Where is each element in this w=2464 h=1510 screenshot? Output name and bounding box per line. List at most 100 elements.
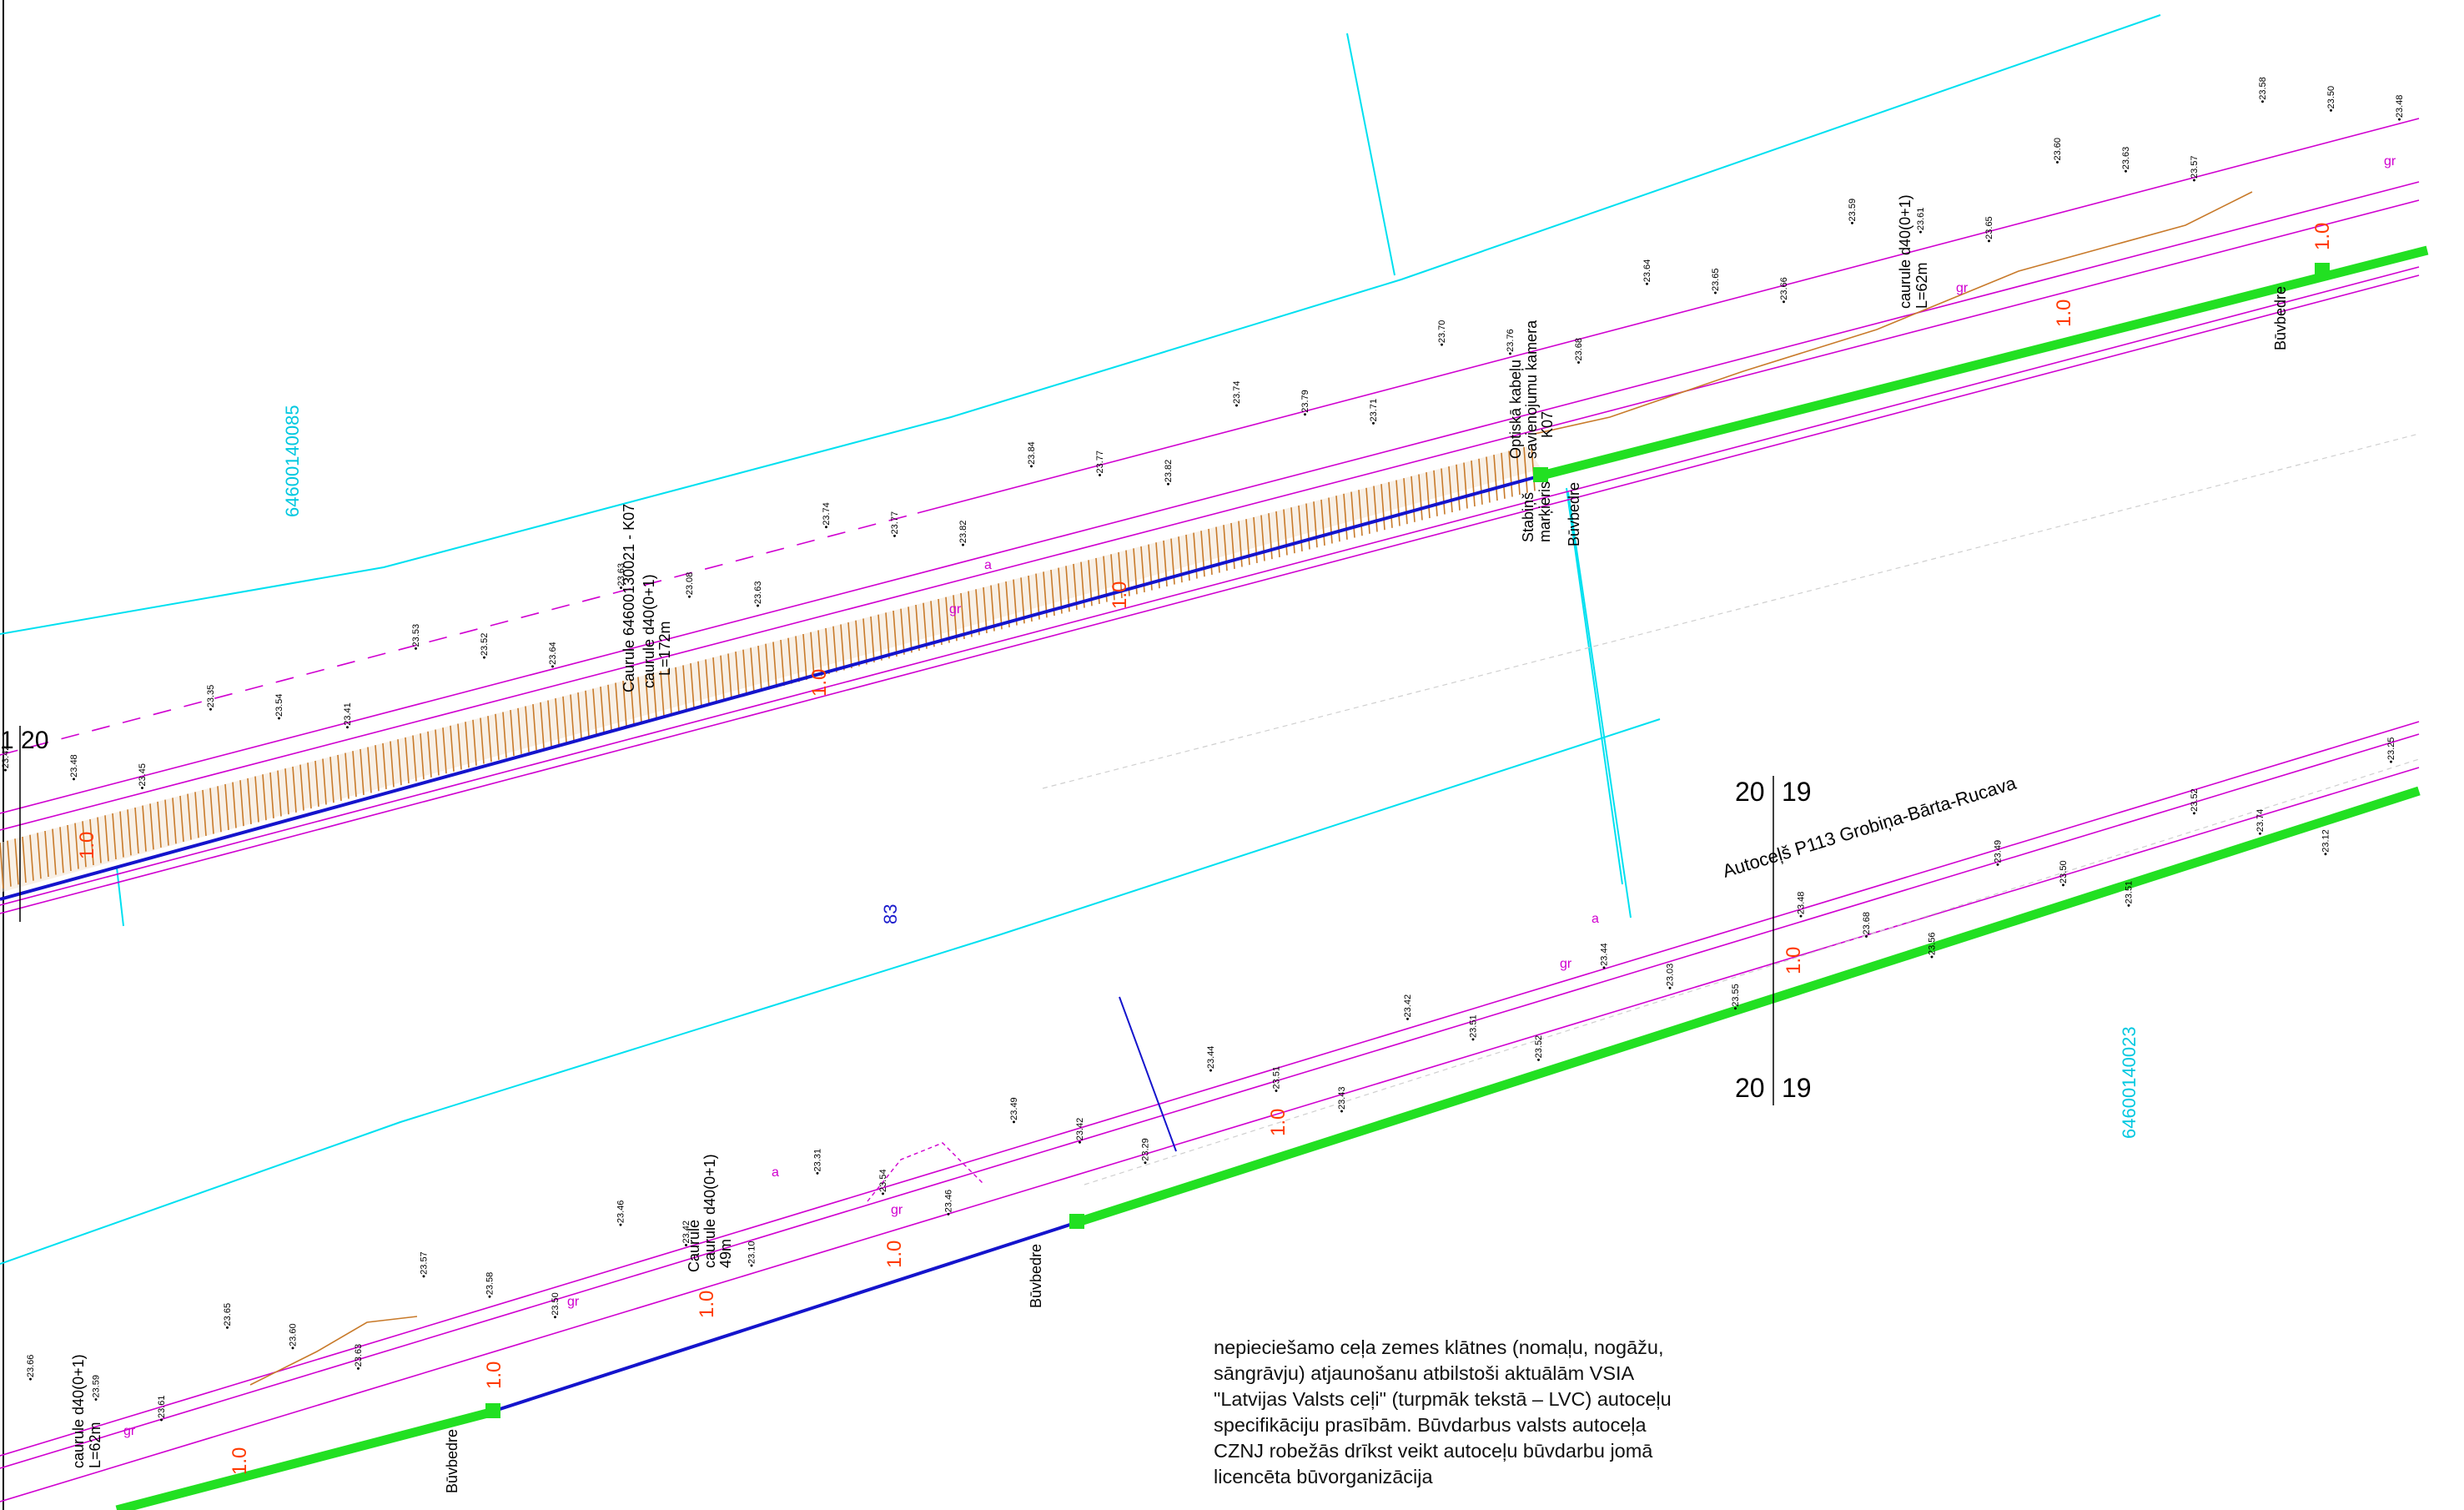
elevation-label: •23.63 bbox=[753, 581, 763, 607]
lower-cable-green-2 bbox=[1076, 786, 2421, 1227]
elevation-label: •23.68 bbox=[1862, 912, 1872, 938]
elevation-label: •23.58 bbox=[485, 1272, 495, 1298]
elevation-label: •23.74 bbox=[822, 502, 832, 528]
elevation-label: •23.68 bbox=[1574, 338, 1584, 364]
elevation-label: •23.61 bbox=[1916, 208, 1926, 234]
elevation-label: •23.29 bbox=[1140, 1138, 1150, 1164]
elevation-label: •23.52 bbox=[1534, 1035, 1544, 1061]
lower-ditch-line-2 bbox=[249, 1316, 418, 1386]
label-optical-1: Optiskā kabeļu bbox=[1507, 360, 1524, 459]
elevation-label: •23.49 bbox=[1993, 840, 2003, 866]
elevation-label: •23.52 bbox=[480, 633, 490, 659]
elevation-label: •23.48 bbox=[1797, 892, 1807, 918]
label-marker-2: marķieris bbox=[1536, 481, 1553, 542]
label-pit-upper-1: Būvbedre bbox=[1566, 482, 1582, 546]
elevation-label: •23.64 bbox=[548, 642, 558, 667]
svg-text:1.0: 1.0 bbox=[1109, 581, 1131, 609]
cadastral-boundaries bbox=[0, 14, 2161, 1265]
elevation-label: •23.42 bbox=[681, 1221, 691, 1246]
parcel-number: 83 bbox=[880, 904, 901, 924]
note-text: nepieciešamo ceļa zemes klātnes (nomaļu,… bbox=[1214, 1335, 1747, 1490]
elevation-label: •23.52 bbox=[2190, 788, 2200, 814]
elevation-label: •23.74 bbox=[1232, 381, 1242, 407]
elevation-label: •23.65 bbox=[1711, 269, 1721, 294]
elevation-label: •23.10 bbox=[747, 1241, 757, 1267]
km-marker-edge: 1 20 bbox=[0, 727, 48, 754]
elevation-label: •23.63 bbox=[2121, 147, 2131, 173]
label-marker-1: Stabiņš bbox=[1520, 492, 1536, 542]
lower-pit-marker-2 bbox=[1069, 1214, 1084, 1229]
elevation-label: •23.46 bbox=[616, 1200, 626, 1226]
elevation-label: •23.70 bbox=[1437, 320, 1447, 346]
label-caurule-lower: Caurule bbox=[686, 1220, 702, 1272]
elevation-label: •23.25 bbox=[2386, 737, 2396, 763]
elevation-label: •23.63 bbox=[616, 563, 626, 589]
elevation-label: •23.57 bbox=[420, 1251, 430, 1277]
elevation-label: •23.54 bbox=[878, 1169, 888, 1195]
elevation-label: •23.59 bbox=[92, 1375, 102, 1401]
elevation-label: •23.84 bbox=[1027, 441, 1037, 467]
label-pipe-lower-left: caurule d40(0+1) bbox=[70, 1354, 87, 1468]
km-marker-right-bottom: 19 bbox=[1782, 1073, 1812, 1103]
svg-text:gr: gr bbox=[1956, 281, 1969, 295]
km-marker-left-bottom: 20 bbox=[1735, 1073, 1765, 1103]
svg-text:gr: gr bbox=[123, 1424, 136, 1438]
elevation-label: •23.35 bbox=[206, 685, 216, 711]
elevation-label: •23.50 bbox=[2326, 86, 2336, 112]
note-line: licencēta būvorganizācija bbox=[1214, 1466, 1433, 1487]
elevation-label: •23.44 bbox=[1206, 1046, 1216, 1072]
elevation-points-upper: •23.42 •23.48 •23.45 •23.35 •23.54 •23.41 •23.… bbox=[1, 77, 2405, 789]
svg-text:1.0: 1.0 bbox=[2053, 299, 2075, 327]
elevation-label: •23.57 bbox=[2190, 156, 2200, 182]
elevation-label: •23.50 bbox=[551, 1292, 561, 1318]
svg-text:gr: gr bbox=[567, 1295, 580, 1309]
label-optical-2: savienojumu kamera bbox=[1523, 320, 1540, 459]
svg-text:a: a bbox=[1592, 912, 1599, 926]
elevation-label: •23.64 bbox=[1642, 259, 1652, 285]
svg-text:a: a bbox=[772, 1165, 779, 1180]
parcel-label-1: 64600140085 bbox=[282, 405, 303, 517]
elevation-label: •23.65 bbox=[1984, 216, 1994, 242]
elevation-label: •23.55 bbox=[1731, 984, 1741, 1009]
upper-cable-green bbox=[1540, 245, 2429, 481]
lower-ditch-line-1 bbox=[867, 1142, 985, 1202]
elevation-label: •23.51 bbox=[2125, 881, 2135, 907]
elevation-label: •23.58 bbox=[2258, 77, 2268, 103]
label-pit-upper-2: Būvbedre bbox=[2272, 286, 2289, 350]
label-pipe-d40: caurule d40(0+1) bbox=[641, 574, 657, 688]
km-marker-left-top: 20 bbox=[1735, 777, 1765, 807]
elevation-label: •23.31 bbox=[812, 1149, 822, 1175]
km-marker-right-top: 19 bbox=[1782, 777, 1812, 807]
elevation-label: •23.82 bbox=[958, 521, 968, 546]
elevation-label: •23.42 bbox=[1075, 1118, 1085, 1144]
elevation-label: •23.66 bbox=[1779, 277, 1789, 303]
label-optical-3: K07 bbox=[1539, 411, 1556, 438]
elevation-label: •23.51 bbox=[1272, 1066, 1282, 1092]
elevation-label: •23.48 bbox=[69, 754, 79, 780]
elevation-label: •23.66 bbox=[26, 1355, 36, 1381]
elevation-label: •23.08 bbox=[685, 572, 695, 598]
elevation-label: •23.60 bbox=[288, 1323, 298, 1349]
lower-guide-line bbox=[1084, 758, 2420, 1185]
elevation-label: •23.46 bbox=[944, 1190, 954, 1216]
label-pit-lower-1: Būvbedre bbox=[1028, 1244, 1044, 1308]
note-line: sāngrāvju) atjaunošanu atbilstoši aktuāl… bbox=[1214, 1362, 1635, 1384]
elevation-label: •23.82 bbox=[1164, 460, 1174, 486]
label-pipe-len-172: L=172m bbox=[656, 621, 673, 676]
upper-cable-blue bbox=[0, 474, 1542, 901]
elevation-label: •23.74 bbox=[2255, 809, 2265, 835]
svg-text:1.0: 1.0 bbox=[1267, 1109, 1290, 1136]
label-pipe-lower: caurule d40(0+1) bbox=[701, 1154, 718, 1268]
elevation-label: •23.48 bbox=[2395, 95, 2405, 121]
note-line: CZNJ robežās drīkst veikt autoceļu būvda… bbox=[1214, 1440, 1653, 1462]
elevation-label: •23.45 bbox=[138, 763, 148, 789]
elevation-label: •23.71 bbox=[1369, 399, 1379, 425]
elevation-label: •23.76 bbox=[1506, 329, 1516, 355]
elevation-label: •23.59 bbox=[1848, 199, 1858, 224]
label-pit-lower-2: Būvbedre bbox=[444, 1429, 460, 1493]
svg-text:gr: gr bbox=[2384, 154, 2396, 169]
upper-guide-line bbox=[1042, 433, 2420, 789]
elevation-label: •23.41 bbox=[343, 702, 353, 728]
svg-text:gr: gr bbox=[891, 1203, 903, 1217]
